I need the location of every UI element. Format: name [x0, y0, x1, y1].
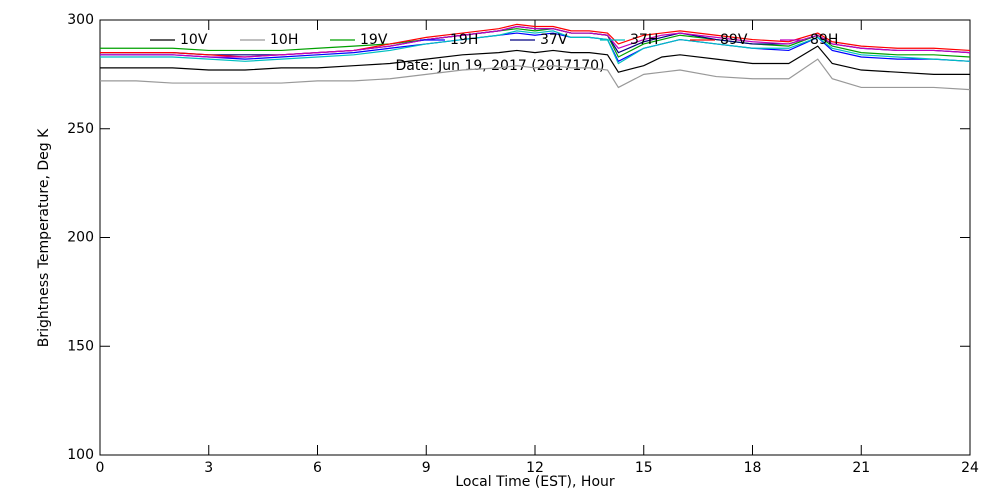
legend-label: 37V — [540, 32, 568, 48]
annotation: Date: Jun 19, 2017 (2017170) — [395, 58, 604, 74]
x-axis-label: Local Time (EST), Hour — [455, 474, 615, 490]
series-line — [100, 45, 970, 75]
legend-label: 10H — [270, 32, 298, 48]
legend-label: 19V — [360, 32, 388, 48]
y-tick-label: 300 — [67, 12, 94, 28]
x-tick-label: 15 — [635, 460, 653, 476]
plot-frame — [99, 19, 971, 456]
x-tick-label: 24 — [961, 460, 979, 476]
series-line — [100, 58, 971, 91]
x-tick-label: 0 — [96, 460, 105, 476]
legend-label: 89H — [810, 32, 838, 48]
x-tick-label: 3 — [204, 460, 213, 476]
x-tick-label: 18 — [744, 460, 762, 476]
y-tick-label: 150 — [67, 338, 94, 354]
y-tick-label: 100 — [67, 447, 94, 463]
legend-label: 19H — [450, 32, 478, 48]
x-tick-label: 9 — [422, 460, 431, 476]
legend-label: 10V — [180, 32, 208, 48]
series-line — [100, 30, 971, 65]
y-tick-label: 200 — [67, 230, 94, 246]
x-tick-label: 6 — [313, 460, 322, 476]
series-line — [100, 25, 971, 58]
legend-label: 89V — [720, 32, 748, 48]
y-tick-label: 250 — [67, 121, 94, 137]
x-tick-label: 21 — [852, 460, 870, 476]
legend-label: 37H — [630, 32, 658, 48]
x-tick-label: 12 — [526, 460, 544, 476]
y-axis-label: Brightness Temperature, Deg K — [36, 128, 52, 347]
